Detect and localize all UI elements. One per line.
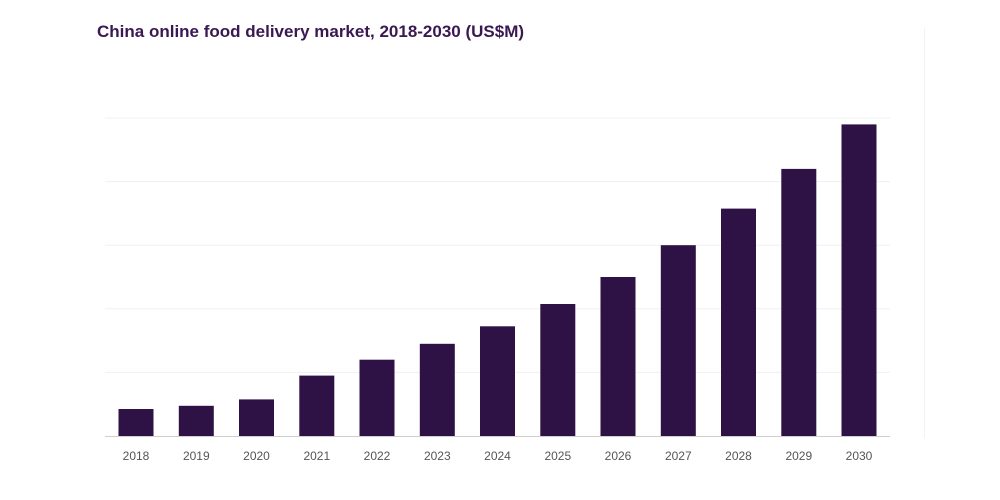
x-tick-label-2021: 2021 [303, 449, 330, 463]
x-tick-label-2030: 2030 [846, 449, 873, 463]
x-tick-label-2020: 2020 [243, 449, 270, 463]
x-tick-label-2022: 2022 [364, 449, 391, 463]
bar-2028 [721, 208, 756, 436]
x-tick-label-2023: 2023 [424, 449, 451, 463]
x-tick-label-2025: 2025 [544, 449, 571, 463]
bar-2018 [118, 409, 154, 436]
bar-2026 [600, 277, 636, 436]
bar-2022 [359, 359, 395, 436]
x-tick-label-2019: 2019 [183, 449, 210, 463]
bar-2025 [540, 304, 576, 436]
bar-2023 [419, 343, 455, 436]
bar-2021 [299, 375, 335, 436]
bar-2019 [178, 405, 214, 436]
bar-2020 [239, 399, 274, 436]
bar-2027 [660, 245, 696, 436]
bar-2024 [480, 326, 515, 436]
bar-2029 [781, 168, 817, 436]
panel-edge [924, 28, 925, 438]
x-tick-label-2026: 2026 [605, 449, 632, 463]
x-tick-label-2027: 2027 [665, 449, 692, 463]
x-tick-label-2018: 2018 [123, 449, 150, 463]
chart-title: China online food delivery market, 2018-… [97, 22, 525, 41]
x-tick-label-2028: 2028 [725, 449, 752, 463]
x-tick-label-2029: 2029 [785, 449, 812, 463]
bar-2030 [841, 124, 877, 437]
x-tick-label-2024: 2024 [484, 449, 511, 463]
x-tick-labels: 2018 2019 2020 2021 2022 2023 2024 2025 2026 2027… [123, 449, 873, 463]
bars [118, 124, 877, 437]
